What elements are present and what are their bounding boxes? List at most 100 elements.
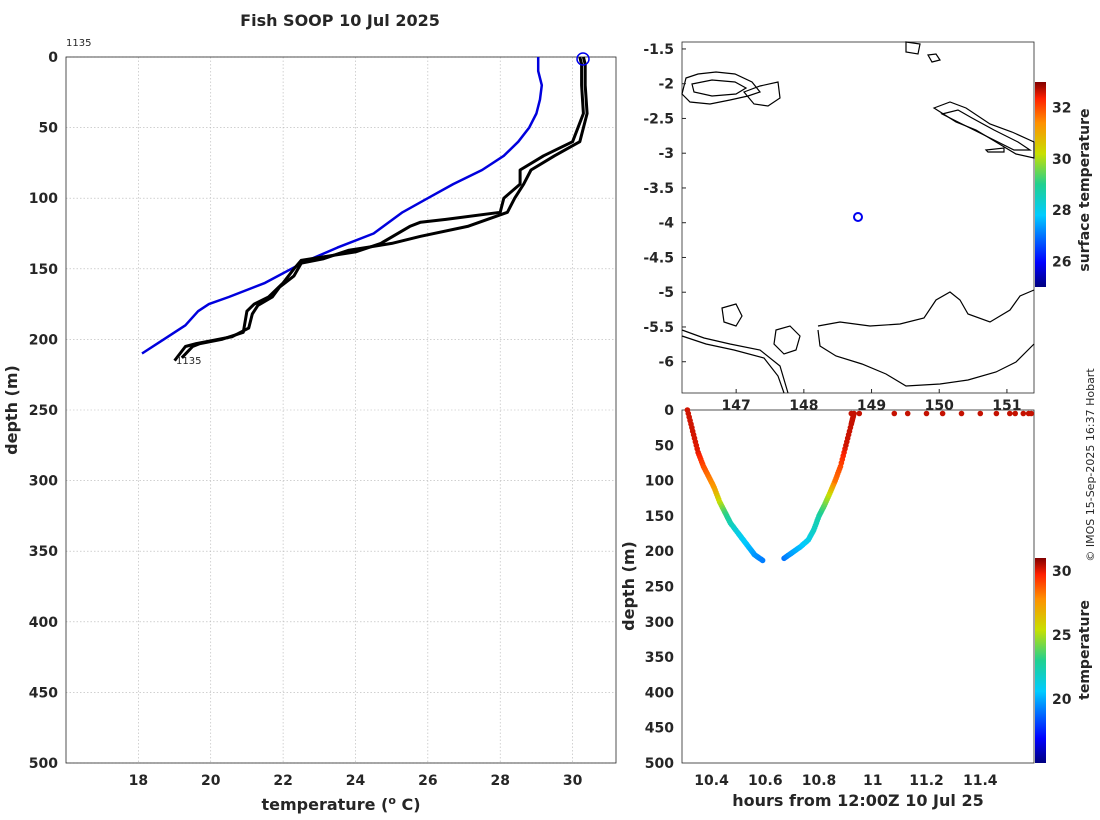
- surface-colorbar-label: surface temperature: [1077, 108, 1093, 271]
- depth-time-x-ticks: 10.4 10.6 10.8 11 11.2 11.4: [694, 773, 998, 789]
- y-tick-label: 150: [29, 262, 58, 278]
- map-x-tick-label: 148: [789, 398, 818, 414]
- surface-point: [939, 410, 946, 417]
- y-tick-label: 50: [39, 121, 59, 137]
- time-tick-label: 11: [863, 773, 882, 789]
- x-tick-label: 24: [346, 773, 366, 789]
- temperature-colorbar-label: temperature: [1077, 600, 1093, 700]
- ship-position-marker: [853, 212, 863, 222]
- series-line-profile-descent: [180, 56, 585, 359]
- depth-tick-label: 450: [645, 721, 674, 737]
- surface-point: [1007, 410, 1013, 417]
- y-tick-label: 450: [29, 685, 58, 701]
- depth-time-panel: 10.4 10.6 10.8 11 11.2 11.4 0 50 100 150 200 250 30…: [619, 403, 1093, 810]
- depth-tick-label: 400: [645, 685, 674, 701]
- map-y-tick-label: -4: [658, 216, 674, 232]
- surface-point: [977, 410, 984, 417]
- coastline-new-guinea-outer: [681, 329, 789, 394]
- map-y-tick-label: -1.5: [643, 42, 674, 58]
- surface-point: [891, 410, 898, 417]
- depth-time-axes-box: [681, 409, 1035, 764]
- surface-point: [856, 410, 863, 417]
- surface-point: [1028, 410, 1035, 417]
- coastline-new-britain-north: [817, 289, 1035, 327]
- map-y-tick-label: -5: [658, 285, 674, 301]
- coastline-island-north-west-inner: [691, 79, 748, 97]
- map-x-tick-label: 150: [925, 398, 954, 414]
- y-axis-label: depth (m): [2, 365, 21, 455]
- x-axis-label: temperature (o C): [261, 794, 420, 814]
- depth-tick-label: 500: [645, 756, 674, 772]
- depth-tick-label: 150: [645, 509, 674, 525]
- time-tick-label: 10.8: [802, 773, 837, 789]
- profile-axes-box: [65, 56, 617, 764]
- y-tick-label: 500: [29, 756, 58, 772]
- map-y-tick-label: -2.5: [643, 111, 674, 127]
- cast-label-bottom: 1135: [176, 356, 201, 367]
- depth-tick-label: 300: [645, 615, 674, 631]
- time-tick-label: 10.4: [694, 773, 729, 789]
- x-tick-label: 30: [563, 773, 583, 789]
- coastline-islet-north: [927, 53, 941, 63]
- time-tick-label: 11.2: [909, 773, 944, 789]
- time-tick-label: 10.6: [748, 773, 783, 789]
- x-tick-label: 22: [273, 773, 292, 789]
- surface-point: [923, 410, 930, 417]
- surface-position-marker: [576, 52, 590, 66]
- y-tick-label: 250: [29, 403, 58, 419]
- depth-time-y-ticks: 0 50 100 150 200 250 300 350 400 450 500: [645, 403, 674, 772]
- surface-colorbar-tick-label: 30: [1052, 152, 1072, 168]
- x-tick-label: 26: [418, 773, 437, 789]
- credit-text: © IMOS 15-Sep-2025 16:37 Hobart: [1084, 368, 1097, 562]
- map-y-tick-label: -3: [658, 146, 674, 162]
- temperature-colorbar-ticks: 20 25 30: [1052, 564, 1072, 708]
- surface-point: [993, 410, 1000, 417]
- coastline-new-britain-south: [817, 329, 1035, 387]
- map-y-tick-label: -6: [658, 355, 674, 371]
- coastline-island-north-west: [681, 71, 762, 105]
- chart-title: Fish SOOP 10 Jul 2025: [240, 11, 440, 30]
- temperature-colorbar-tick-label: 20: [1052, 692, 1072, 708]
- depth-tick-label: 50: [655, 438, 675, 454]
- profile-panel: Fish SOOP 10 Jul 2025 1135 1135 18 20 22 24…: [2, 11, 617, 814]
- x-tick-label: 28: [490, 773, 509, 789]
- coastline-layer: [681, 41, 1035, 394]
- surface-point: [904, 410, 911, 417]
- temperature-colorbar: [1035, 558, 1046, 763]
- surface-point: [958, 410, 965, 417]
- series-line-climatology: [141, 57, 544, 355]
- y-tick-label: 0: [48, 50, 58, 66]
- y-tick-label: 400: [29, 615, 58, 631]
- coastline-island-south: [773, 325, 801, 355]
- coastline-islet-east: [984, 147, 1005, 153]
- coastline-island-north-west-east: [742, 81, 781, 107]
- map-panel: 147 148 149 150 151 -1.5-2-2.5-3-3.5-4-4.5-5…: [643, 41, 1093, 414]
- time-tick-label: 11.4: [963, 773, 998, 789]
- depth-tick-label: 250: [645, 580, 674, 596]
- surface-point: [848, 410, 855, 417]
- map-axes-box: [681, 41, 1035, 394]
- coastline-island-south-west: [721, 303, 743, 327]
- temperature-colorbar-tick-label: 25: [1052, 628, 1071, 644]
- surface-colorbar-ticks: 26 28 30 32: [1052, 101, 1072, 271]
- y-tick-label: 300: [29, 474, 58, 490]
- temperature-colorbar-tick-label: 30: [1052, 564, 1072, 580]
- series-line-profile-ascent: [173, 56, 589, 362]
- surface-point: [1020, 410, 1027, 417]
- x-tick-label: 20: [201, 773, 221, 789]
- depth-time-points: [684, 407, 1035, 564]
- profile-y-ticks: 0 50 100 150 200 250 300 350 400 450 500: [29, 50, 58, 772]
- depth-tick-label: 100: [645, 474, 674, 490]
- map-y-tick-label: -4.5: [643, 250, 674, 266]
- x-tick-label: 18: [129, 773, 148, 789]
- surface-colorbar-tick-label: 28: [1052, 203, 1071, 219]
- surface-colorbar-tick-label: 32: [1052, 101, 1071, 117]
- descent-point: [759, 557, 766, 564]
- map-x-tick-label: 147: [722, 398, 751, 414]
- y-tick-label: 200: [29, 332, 58, 348]
- time-axis-label: hours from 12:00Z 10 Jul 25: [732, 791, 983, 810]
- coastline-island-north: [905, 41, 921, 55]
- map-y-ticks: -1.5 -2 -2.5 -3 -3.5 -4 -4.5 -5 -5.5 -6: [643, 42, 686, 371]
- surface-colorbar-tick-label: 26: [1052, 254, 1071, 270]
